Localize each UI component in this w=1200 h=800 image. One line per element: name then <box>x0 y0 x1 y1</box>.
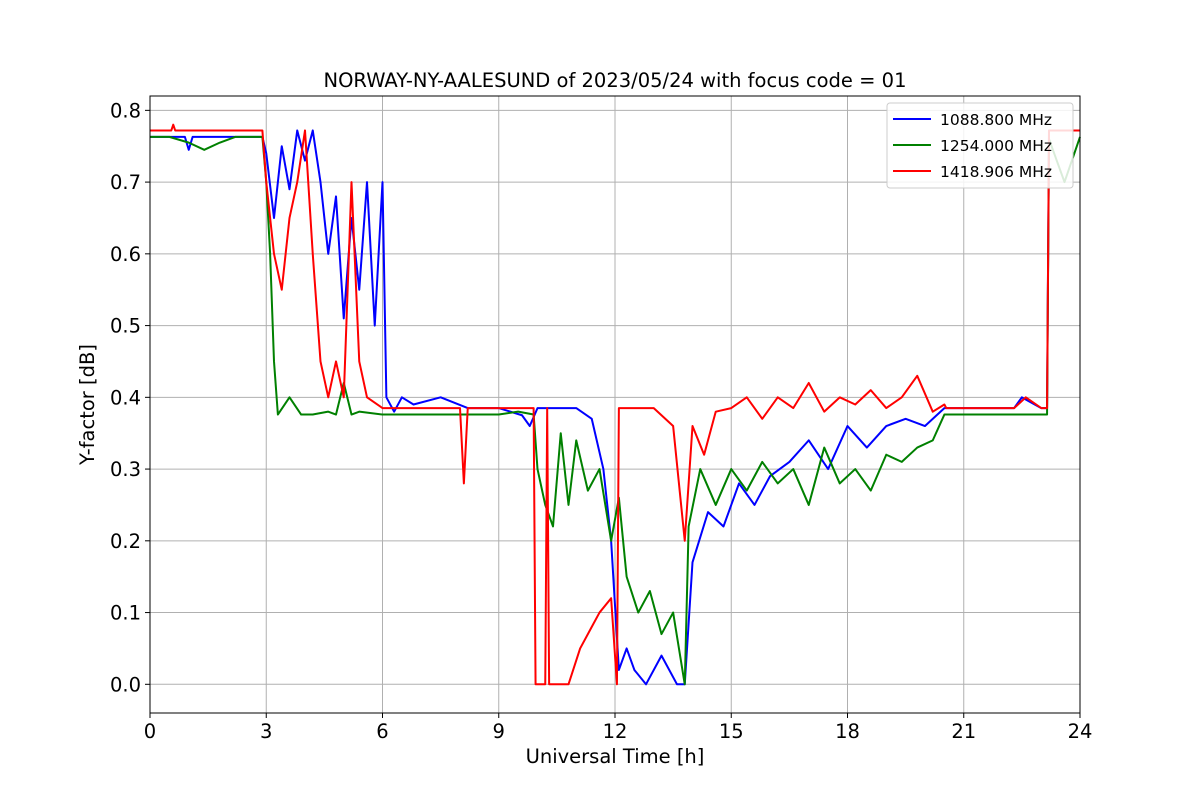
axis-ticks: 0 3 6 9 12 15 18 21 24 0.0 0.1 0.2 0.3 0.4 0.5 0.6 0.7 0.… <box>110 99 1092 743</box>
y-axis-label: Y-factor [dB] <box>76 344 99 466</box>
legend-label-1088: 1088.800 MHz <box>940 111 1052 129</box>
series-line-1 <box>150 135 1081 686</box>
legend-box <box>886 102 1074 189</box>
legend-label-1418: 1418.906 MHz <box>940 163 1052 181</box>
x-tick-label: 24 <box>1068 720 1093 743</box>
x-tick-label: 15 <box>719 720 744 743</box>
series-line-2 <box>150 123 1080 686</box>
x-tick-label: 21 <box>951 720 976 743</box>
y-tick-label: 0.2 <box>110 530 141 553</box>
y-tick-label: 0.6 <box>110 243 141 266</box>
x-tick-label: 12 <box>603 720 628 743</box>
series-lines <box>150 123 1081 686</box>
x-axis-label: Universal Time [h] <box>526 745 705 768</box>
y-tick-label: 0.4 <box>110 386 141 409</box>
chart-title: NORWAY-NY-AALESUND of 2023/05/24 with fo… <box>324 69 907 92</box>
y-tick-label: 0.7 <box>110 171 141 194</box>
series-line-0 <box>150 129 1080 686</box>
x-tick-label: 3 <box>260 720 272 743</box>
y-tick-label: 0.5 <box>110 315 141 338</box>
y-tick-label: 0.0 <box>110 673 141 696</box>
legend-label-1254: 1254.000 MHz <box>940 137 1052 155</box>
x-tick-label: 6 <box>376 720 388 743</box>
y-tick-label: 0.8 <box>110 99 141 122</box>
y-tick-label: 0.1 <box>110 602 141 625</box>
x-tick-label: 18 <box>835 720 860 743</box>
x-tick-label: 0 <box>144 720 156 743</box>
y-tick-label: 0.3 <box>110 458 141 481</box>
legend: 1088.800 MHz 1254.000 MHz 1418.906 MHz <box>886 102 1074 189</box>
x-tick-label: 9 <box>493 720 505 743</box>
